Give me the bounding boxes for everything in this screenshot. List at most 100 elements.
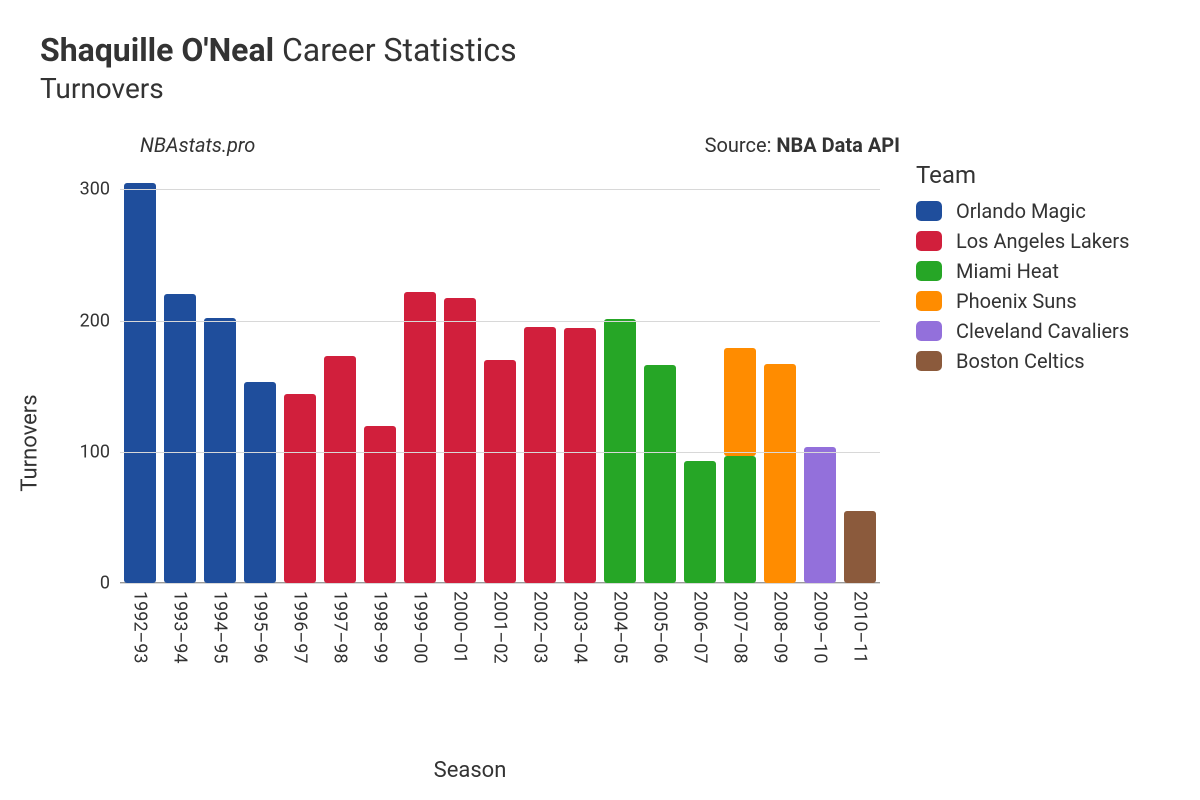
x-tick-label: 2010–11 xyxy=(850,591,871,664)
x-axis-label: Season xyxy=(434,758,507,783)
x-tick-label: 2001–02 xyxy=(490,591,511,664)
x-tick-label: 2007–08 xyxy=(730,591,751,664)
bar-slot: 2006–07 xyxy=(680,163,720,583)
chart-container: Shaquille O'Neal Career Statistics Turno… xyxy=(0,0,1200,800)
subtitle-row: NBAstats.pro Source: NBA Data API xyxy=(140,133,900,157)
legend-label: Miami Heat xyxy=(956,259,1059,283)
x-tick-label: 2004–05 xyxy=(610,591,631,664)
legend-label: Los Angeles Lakers xyxy=(956,229,1129,253)
bar-segment xyxy=(244,382,275,583)
bar xyxy=(564,328,595,583)
bar-slot: 2000–01 xyxy=(440,163,480,583)
y-tick-label: 200 xyxy=(80,310,110,331)
bar-slot: 2003–04 xyxy=(560,163,600,583)
bar-slot: 1998–99 xyxy=(360,163,400,583)
y-tick-label: 300 xyxy=(80,179,110,200)
player-name: Shaquille O'Neal xyxy=(40,31,274,69)
bar-slot: 1997–98 xyxy=(320,163,360,583)
legend-item: Cleveland Cavaliers xyxy=(916,319,1129,343)
x-tick-label: 2002–03 xyxy=(530,591,551,664)
bar-slot: 2010–11 xyxy=(840,163,880,583)
x-tick-label: 1993–94 xyxy=(170,591,191,664)
x-tick-label: 1995–96 xyxy=(250,591,271,664)
gridline xyxy=(120,452,880,453)
x-tick-label: 1999–00 xyxy=(410,591,431,664)
bar-segment xyxy=(204,318,235,583)
bar-slot: 2008–09 xyxy=(760,163,800,583)
plot-area: 1992–931993–941994–951995–961996–971997–… xyxy=(120,163,880,583)
legend-label: Orlando Magic xyxy=(956,199,1086,223)
bar-segment xyxy=(364,426,395,584)
bar-segment xyxy=(324,356,355,583)
bar-segment xyxy=(124,183,155,583)
legend-item: Boston Celtics xyxy=(916,349,1129,373)
bars-container: 1992–931993–941994–951995–961996–971997–… xyxy=(120,163,880,583)
site-credit: NBAstats.pro xyxy=(140,133,255,157)
legend-swatch xyxy=(916,321,942,341)
source-credit: Source: NBA Data API xyxy=(705,133,900,157)
bar-slot: 2007–08 xyxy=(720,163,760,583)
bar-segment xyxy=(484,360,515,583)
y-tick-label: 100 xyxy=(80,441,110,462)
legend-label: Cleveland Cavaliers xyxy=(956,319,1129,343)
bar-segment xyxy=(724,456,755,583)
bar-segment xyxy=(804,447,835,584)
bar-segment xyxy=(764,364,795,583)
bar-segment xyxy=(684,461,715,583)
bar-segment xyxy=(444,298,475,583)
bar-slot: 2005–06 xyxy=(640,163,680,583)
legend-swatch xyxy=(916,351,942,371)
legend-swatch xyxy=(916,231,942,251)
x-tick-label: 1996–97 xyxy=(290,591,311,664)
legend-item: Los Angeles Lakers xyxy=(916,229,1129,253)
bar xyxy=(644,365,675,583)
bar xyxy=(764,364,795,583)
bar-slot: 1996–97 xyxy=(280,163,320,583)
title-block: Shaquille O'Neal Career Statistics Turno… xyxy=(40,30,1160,105)
legend-label: Boston Celtics xyxy=(956,349,1085,373)
bar xyxy=(804,447,835,584)
gridline xyxy=(120,189,880,190)
x-tick-label: 1994–95 xyxy=(210,591,231,664)
x-tick-label: 2000–01 xyxy=(450,591,471,664)
bar-segment xyxy=(164,294,195,583)
bar xyxy=(484,360,515,583)
legend-swatch xyxy=(916,201,942,221)
bar-segment xyxy=(524,327,555,583)
bar-segment xyxy=(844,511,875,583)
bar xyxy=(204,318,235,583)
bar-segment xyxy=(564,328,595,583)
title-line-1: Shaquille O'Neal Career Statistics xyxy=(40,30,1160,70)
bar xyxy=(284,394,315,583)
legend-title: Team xyxy=(916,161,1129,189)
bar-slot: 1993–94 xyxy=(160,163,200,583)
bar-segment xyxy=(404,292,435,583)
source-name: NBA Data API xyxy=(776,133,900,157)
bar xyxy=(524,327,555,583)
legend-swatch xyxy=(916,291,942,311)
x-tick-label: 2008–09 xyxy=(770,591,791,664)
legend-swatch xyxy=(916,261,942,281)
source-prefix: Source: xyxy=(705,133,777,157)
x-tick-label: 1998–99 xyxy=(370,591,391,664)
bar-segment xyxy=(724,348,755,456)
bar xyxy=(164,294,195,583)
bar-slot: 1995–96 xyxy=(240,163,280,583)
chart-and-legend: Turnovers 1992–931993–941994–951995–9619… xyxy=(40,163,1160,723)
legend-label: Phoenix Suns xyxy=(956,289,1077,313)
bar xyxy=(324,356,355,583)
legend: Team Orlando Magic Los Angeles Lakers Miam… xyxy=(916,161,1129,379)
x-tick-label: 2003–04 xyxy=(570,591,591,664)
gridline xyxy=(120,321,880,322)
x-tick-label: 2005–06 xyxy=(650,591,671,664)
bar-slot: 2002–03 xyxy=(520,163,560,583)
x-tick-label: 2009–10 xyxy=(810,591,831,664)
gridline xyxy=(120,583,880,584)
chart: Turnovers 1992–931993–941994–951995–9619… xyxy=(40,163,900,723)
y-tick-label: 0 xyxy=(100,573,110,594)
bar-segment xyxy=(284,394,315,583)
title-suffix: Career Statistics xyxy=(274,31,517,69)
bar-slot: 2009–10 xyxy=(800,163,840,583)
x-tick-label: 1997–98 xyxy=(330,591,351,664)
bar xyxy=(724,348,755,583)
